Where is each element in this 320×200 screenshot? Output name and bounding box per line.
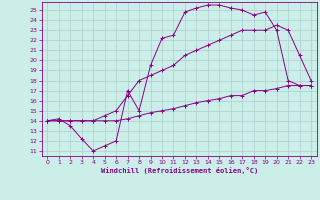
X-axis label: Windchill (Refroidissement éolien,°C): Windchill (Refroidissement éolien,°C)	[100, 167, 258, 174]
